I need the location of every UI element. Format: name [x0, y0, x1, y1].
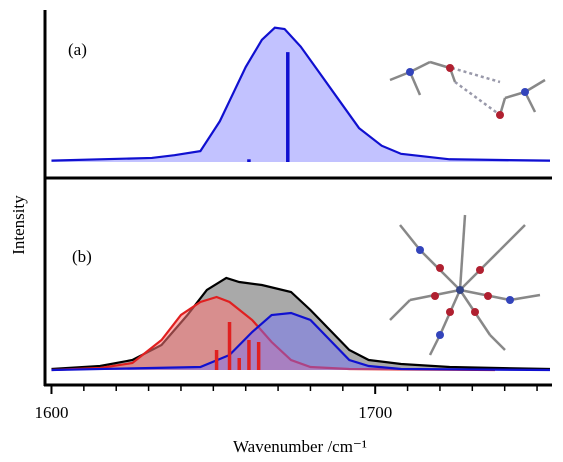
dimer-structure	[390, 62, 545, 119]
x-axis-label: Wavenumber /cm⁻¹	[233, 437, 367, 456]
figure: 1600 1700 (a) (b) Intensity Wavenumber /c…	[0, 0, 563, 462]
panel-label: (a)	[68, 40, 87, 59]
x-tick-label: 1600	[34, 403, 68, 422]
y-axis-label: Intensity	[9, 195, 28, 255]
x-tick-label: 1700	[358, 403, 392, 422]
complex-structure	[390, 215, 540, 355]
panel-label: (b)	[72, 247, 92, 266]
